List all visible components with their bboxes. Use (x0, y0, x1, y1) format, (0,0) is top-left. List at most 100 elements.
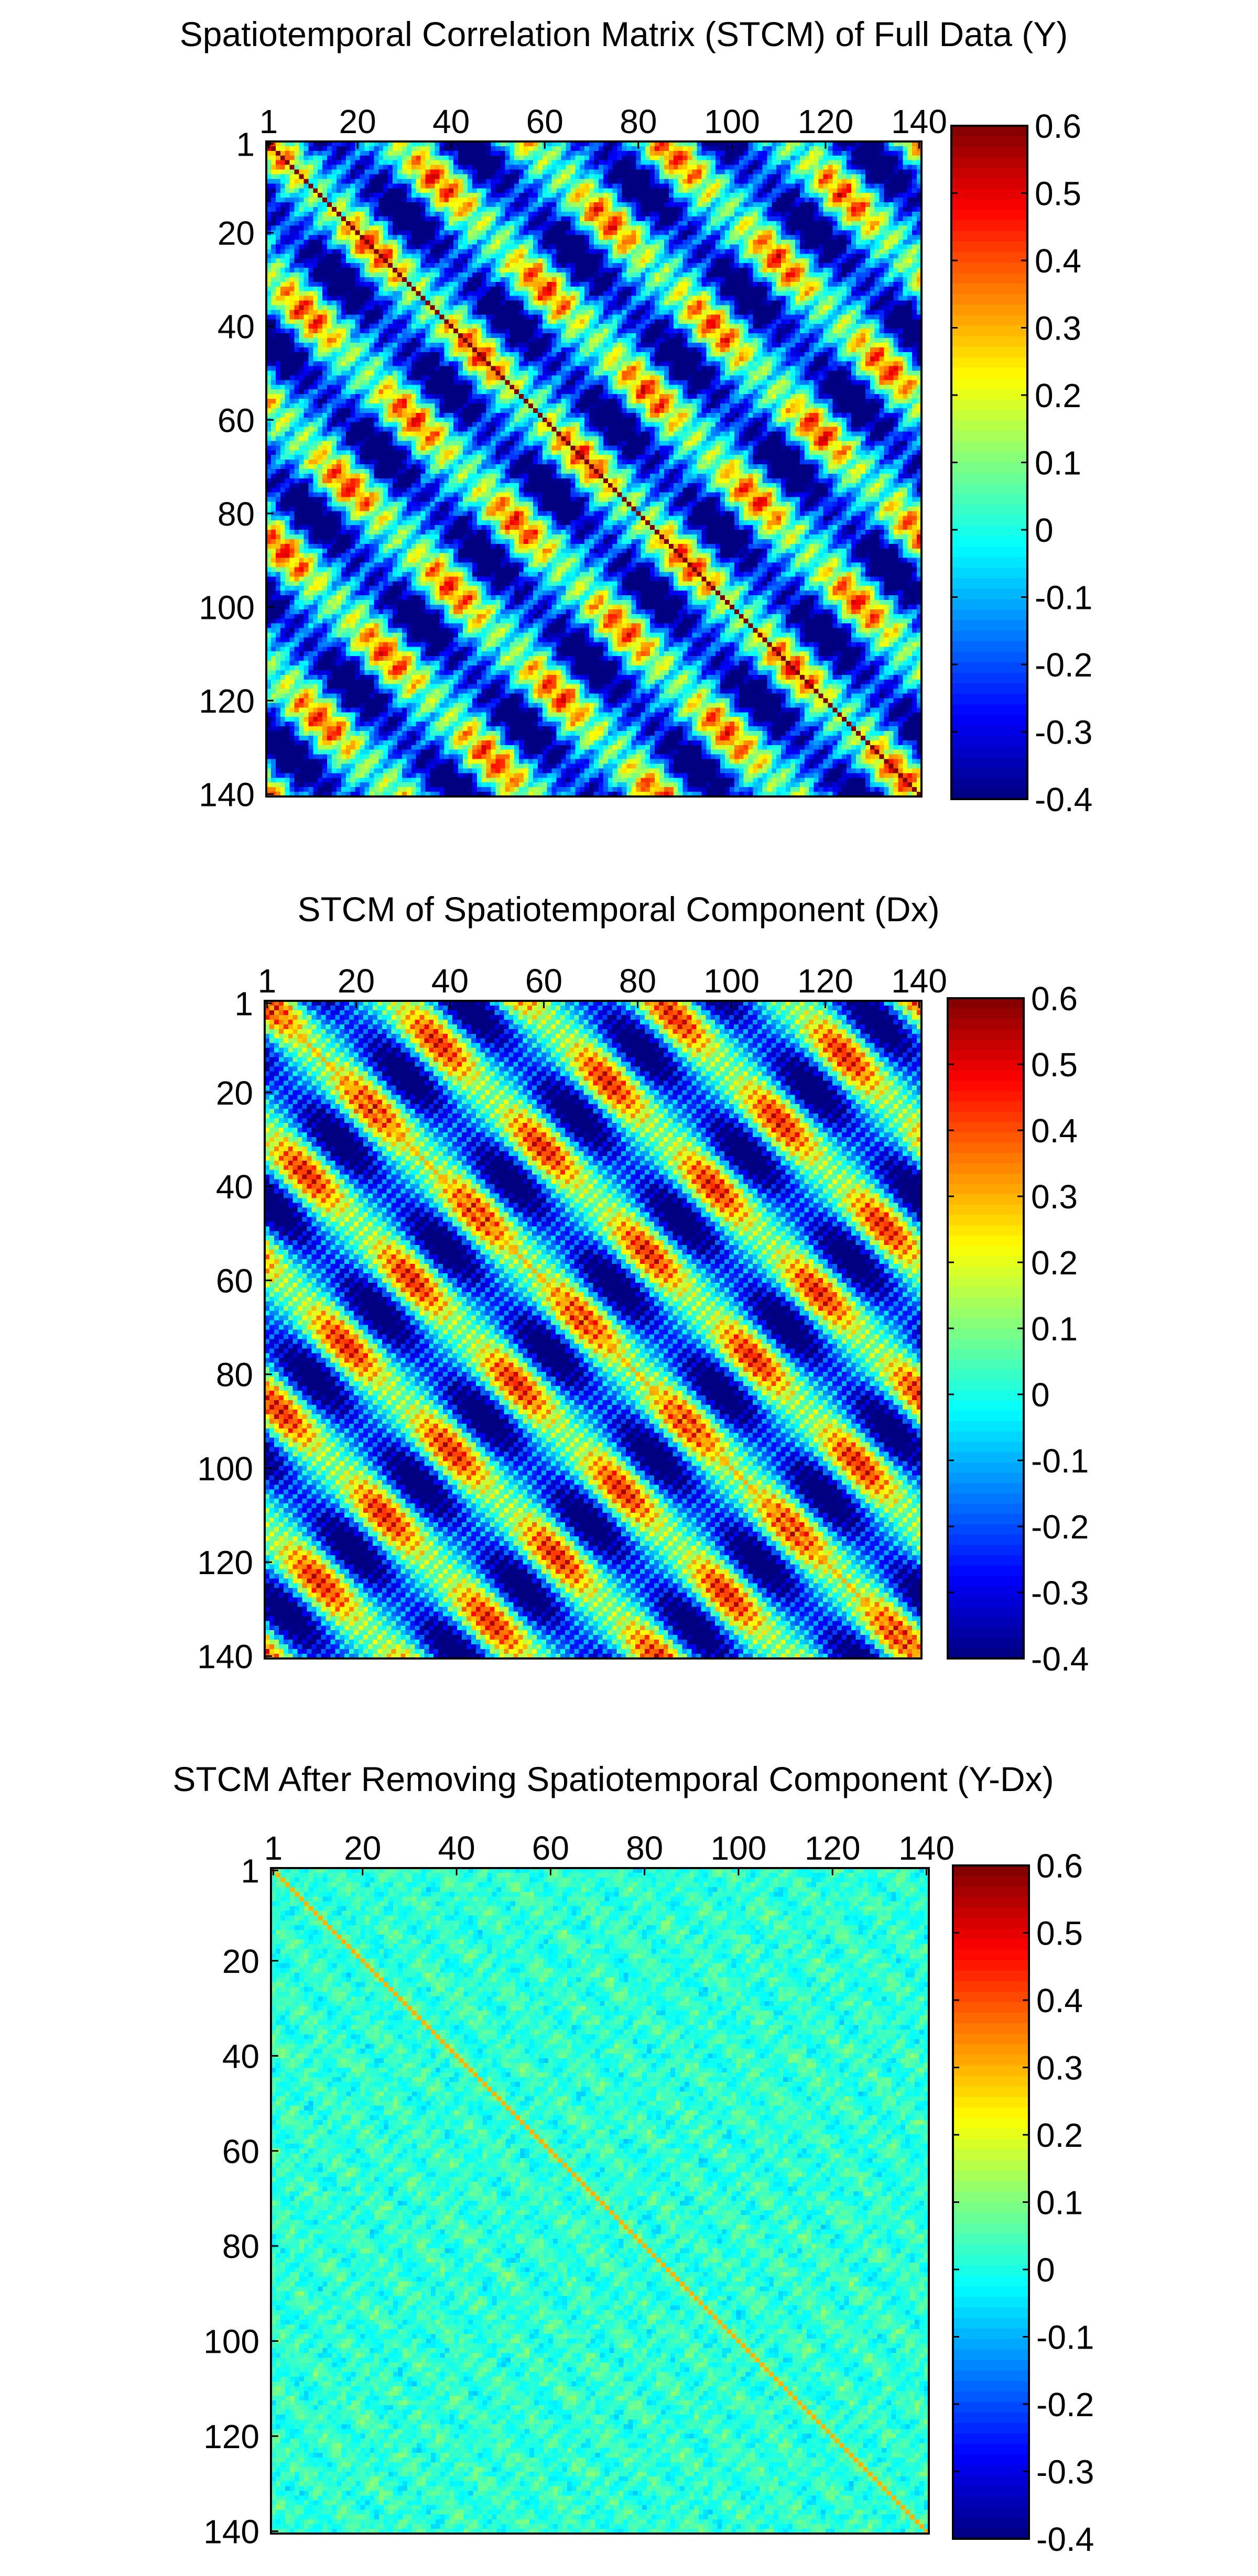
colorbar-band (953, 2076, 1029, 2087)
colorbar-band (951, 325, 1027, 337)
x-tick-label: 20 (344, 1829, 381, 1867)
colorbar-band (953, 2297, 1029, 2308)
colorbar-band (953, 1865, 1029, 1876)
colorbar-band (953, 2402, 1029, 2413)
colorbar-band (948, 1008, 1024, 1020)
colorbar-band (953, 2023, 1029, 2035)
colorbar-band (953, 2160, 1029, 2171)
colorbar-tick-label: -0.3 (1035, 714, 1092, 751)
colorbar-band (948, 1338, 1024, 1350)
colorbar-band (948, 1276, 1024, 1288)
colorbar-band (953, 2339, 1029, 2350)
colorbar-band (953, 1928, 1029, 1940)
colorbar-tick-label: -0.1 (1035, 579, 1092, 617)
colorbar-band (953, 1886, 1029, 1898)
colorbar-band (953, 2055, 1029, 2066)
colorbar-tick-label: 0.3 (1035, 310, 1081, 347)
colorbar-tick-label: 0.5 (1031, 1046, 1078, 1084)
colorbar-band (951, 157, 1027, 169)
panel-3-heatmap-image (271, 1868, 929, 2534)
colorbar-band (951, 620, 1027, 631)
colorbar-tick-label: -0.3 (1036, 2453, 1094, 2491)
panel-1-title: Spatiotemporal Correlation Matrix (STCM)… (180, 15, 1068, 53)
colorbar-band (948, 1462, 1024, 1473)
colorbar-band (951, 525, 1027, 537)
panel-3-colorbar (953, 1865, 1029, 2539)
colorbar-band (953, 1970, 1029, 1982)
colorbar-band (951, 683, 1027, 695)
colorbar-tick-label: 0.5 (1035, 175, 1081, 213)
colorbar-band (953, 2191, 1029, 2203)
panel-3-heatmap (271, 1868, 929, 2534)
colorbar-band (948, 1132, 1024, 1143)
panel-1-colorbar-ticks: 0.6 0.5 0.4 0.3 0.2 0.1 0 -0.1 -0.2 -0.3 -0.4 (951, 107, 1092, 818)
colorbar-band (948, 1246, 1024, 1257)
colorbar-tick-label: 0.6 (1035, 107, 1081, 145)
colorbar-band (953, 2097, 1029, 2108)
colorbar-band (948, 1194, 1024, 1205)
colorbar-tick-label: 0.1 (1036, 2184, 1083, 2222)
colorbar-band (951, 725, 1027, 737)
colorbar-band (951, 136, 1027, 147)
colorbar-band (953, 2349, 1029, 2361)
colorbar-band (948, 1534, 1024, 1546)
panel-1-colorbar (951, 126, 1027, 800)
colorbar-band (948, 1019, 1024, 1030)
colorbar-band (951, 252, 1027, 263)
colorbar-band (948, 1400, 1024, 1412)
colorbar-band (948, 1122, 1024, 1133)
colorbar-band (951, 210, 1027, 221)
colorbar-band (953, 2212, 1029, 2224)
colorbar-tick-label: 0.4 (1036, 1982, 1083, 2020)
colorbar-band (953, 1876, 1029, 1887)
colorbar-band (948, 1266, 1024, 1278)
y-tick-label: 100 (203, 2323, 259, 2361)
colorbar-band (951, 494, 1027, 505)
colorbar-band (951, 420, 1027, 432)
colorbar-band (953, 2170, 1029, 2182)
colorbar-tick-label: -0.4 (1031, 1640, 1089, 1678)
colorbar-band (951, 294, 1027, 305)
colorbar-band (948, 1349, 1024, 1360)
colorbar-band (951, 673, 1027, 684)
colorbar-tick-label: -0.2 (1036, 2386, 1094, 2424)
colorbar-band (953, 2244, 1029, 2255)
panel-1-x-ticks: 1 20 40 60 80 100 120 140 (259, 103, 947, 149)
y-tick-label: 120 (203, 2418, 259, 2455)
colorbar-band (948, 1380, 1024, 1391)
colorbar-tick-label: 0 (1035, 511, 1054, 549)
x-tick-label: 140 (898, 1829, 955, 1867)
colorbar-band (951, 704, 1027, 716)
colorbar-band (953, 2413, 1029, 2424)
x-tick-label: 120 (797, 962, 853, 1000)
colorbar-tick-label: 0 (1031, 1376, 1050, 1414)
colorbar-band (948, 1596, 1024, 1608)
colorbar-band (948, 1142, 1024, 1154)
colorbar-tick-label: -0.4 (1035, 781, 1092, 818)
colorbar-band (951, 630, 1027, 642)
x-tick-label: 40 (431, 962, 469, 1000)
colorbar-band (948, 1060, 1024, 1071)
colorbar-band (948, 1235, 1024, 1247)
x-tick-label: 1 (258, 962, 277, 1000)
colorbar-tick-label: -0.1 (1031, 1442, 1089, 1480)
colorbar-band (951, 126, 1027, 137)
colorbar-band (951, 189, 1027, 200)
colorbar-band (953, 2149, 1029, 2160)
colorbar-band (951, 263, 1027, 274)
panel-2-axes-box (264, 1000, 923, 1660)
colorbar-band (953, 2002, 1029, 2013)
colorbar-band (951, 567, 1027, 579)
y-tick-label: 120 (199, 682, 255, 720)
y-tick-label: 100 (199, 588, 255, 626)
panel-2-colorbar-ticks: 0.6 0.5 0.4 0.3 0.2 0.1 0 -0.1 -0.2 -0.3 -0.4 (948, 980, 1089, 1678)
colorbar-band (948, 1307, 1024, 1319)
colorbar-band (951, 378, 1027, 389)
colorbar-tick-label: 0.4 (1035, 242, 1081, 280)
x-tick-label: 80 (620, 103, 657, 140)
colorbar-band (953, 2034, 1029, 2045)
x-tick-label: 1 (264, 1829, 283, 1867)
colorbar-tick-label: 0.2 (1031, 1244, 1078, 1282)
colorbar-band (948, 1297, 1024, 1308)
